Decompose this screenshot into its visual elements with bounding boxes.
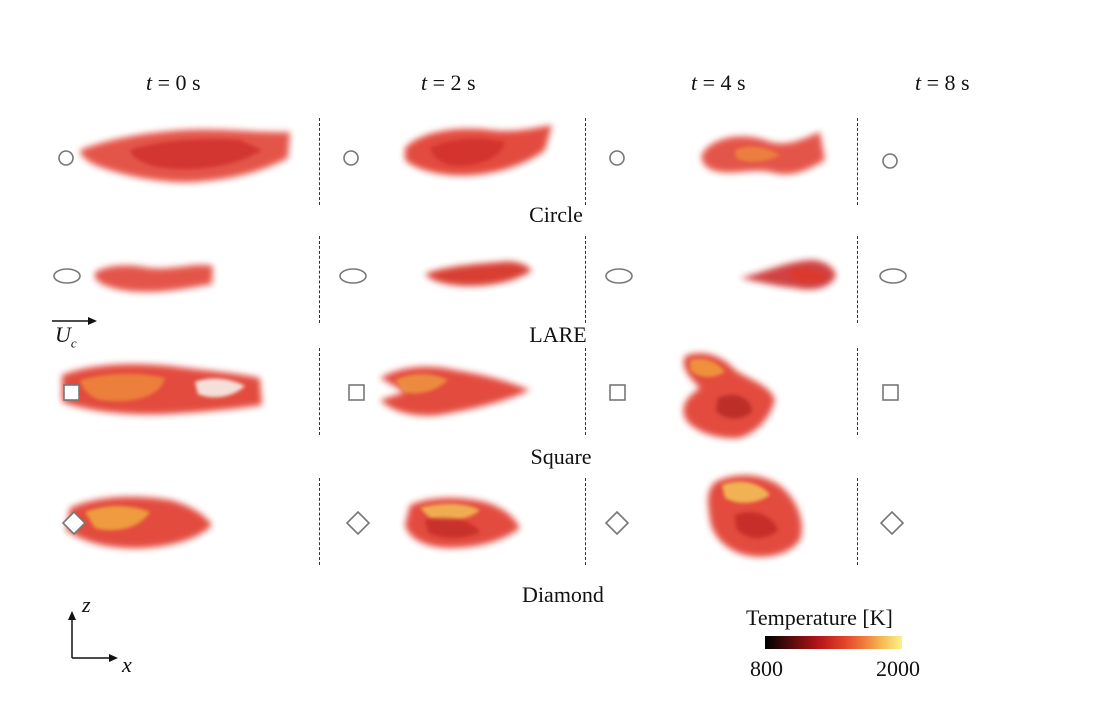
flame-plume xyxy=(95,264,213,292)
separator xyxy=(857,478,858,565)
ellipse-body xyxy=(339,268,367,284)
square-body xyxy=(348,384,365,401)
axis-z-label: z xyxy=(82,592,91,617)
square-row-flames xyxy=(62,353,775,439)
flame-hot-spot xyxy=(420,503,480,520)
separator xyxy=(319,236,320,323)
diamond-body xyxy=(604,510,630,536)
diamond-body xyxy=(879,510,905,536)
ellipse-body xyxy=(605,268,633,284)
diamond-body xyxy=(61,510,87,536)
flame-hot-spot xyxy=(790,268,828,284)
separator xyxy=(319,478,320,565)
colorbar-max-label: 2000 xyxy=(876,656,920,681)
diamond-body xyxy=(345,510,371,536)
row-label-square: Square xyxy=(530,444,592,469)
colorbar-min-label: 800 xyxy=(750,656,783,681)
separator xyxy=(857,348,858,435)
separator xyxy=(857,118,858,205)
flame-core xyxy=(735,512,778,539)
time-label-2: t = 2 s xyxy=(421,70,476,95)
flame-hot-spot xyxy=(722,481,770,503)
separator xyxy=(585,348,586,435)
circle-row-flames xyxy=(80,125,825,183)
flame-hot-spot xyxy=(80,373,165,402)
separator xyxy=(585,236,586,323)
flame-core xyxy=(716,394,752,419)
ellipse-body xyxy=(53,268,81,284)
ellipse-body xyxy=(879,268,907,284)
time-label-4: t = 4 s xyxy=(691,70,746,95)
separator xyxy=(585,478,586,565)
flame-core xyxy=(430,138,505,166)
row-label-circle: Circle xyxy=(529,202,583,227)
flame-hot-spot xyxy=(690,358,725,378)
square-body xyxy=(63,384,80,401)
time-label-8: t = 8 s xyxy=(915,70,970,95)
flame-hot-spot xyxy=(395,374,448,394)
separator xyxy=(319,348,320,435)
row-label-lare: LARE xyxy=(529,322,587,347)
flow-velocity-label: Uc xyxy=(55,322,77,351)
separator xyxy=(857,236,858,323)
flame-gap xyxy=(195,378,245,398)
row-label-diamond: Diamond xyxy=(522,582,604,607)
separator xyxy=(585,118,586,205)
time-label-0: t = 0 s xyxy=(146,70,201,95)
flame-core xyxy=(130,139,262,170)
colorbar-title: Temperature [K] xyxy=(746,605,893,630)
square-body xyxy=(882,384,899,401)
coordinate-axes xyxy=(68,611,118,662)
circle-body xyxy=(882,153,898,169)
diamond-row-flames xyxy=(66,475,802,557)
flame-plume xyxy=(425,261,532,286)
flame-plume xyxy=(380,366,530,416)
flame-hot-spot xyxy=(85,506,150,531)
flame-core xyxy=(425,517,480,538)
flame-hot-spot xyxy=(735,146,780,162)
separator xyxy=(319,118,320,205)
circle-body xyxy=(609,150,625,166)
circle-body xyxy=(343,150,359,166)
square-body xyxy=(609,384,626,401)
flow-arrow xyxy=(52,317,97,325)
colorbar xyxy=(765,636,902,649)
axis-x-label: x xyxy=(122,652,132,677)
circle-body xyxy=(58,150,74,166)
lare-row-flames xyxy=(95,260,836,292)
